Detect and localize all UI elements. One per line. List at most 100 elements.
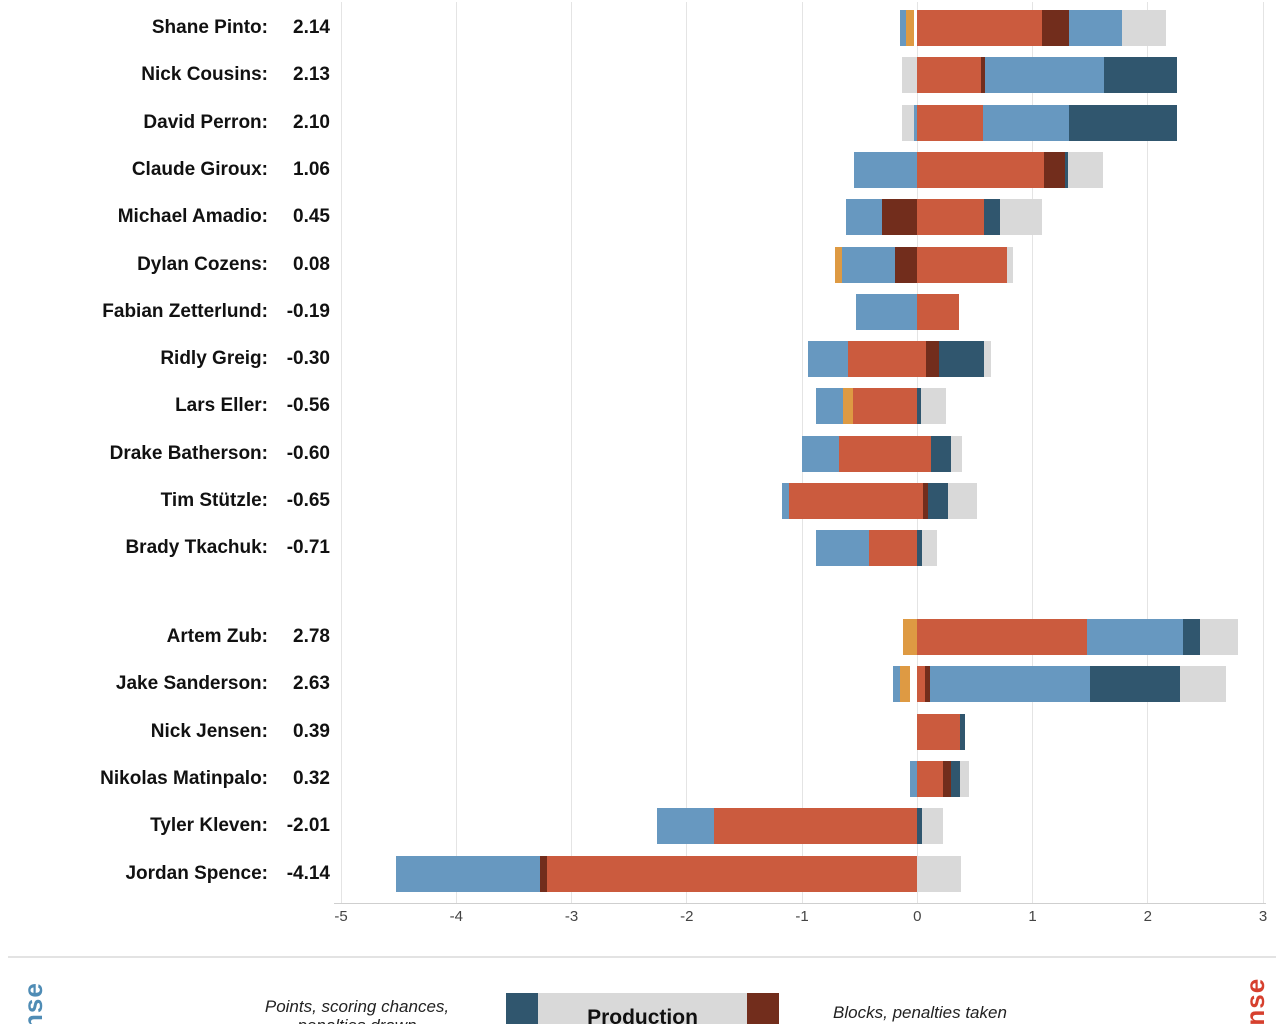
bar-segment-navy [939,341,985,378]
bar-segment-gray [950,435,963,472]
bar-segment-steelblue [845,199,882,236]
bar-segment-navy [917,530,922,567]
production-positive-swatch [506,993,538,1024]
bar-row-nikolas-matinpalo: Nikolas Matinpalo: 0.32 [0,760,1284,797]
bar-segment-orange [903,619,918,655]
bar-segment-salmon [917,57,981,94]
bar-segment-maroon [1044,151,1065,188]
bar-segment-steelblue [899,10,906,46]
bar-segment-navy [1064,151,1069,188]
player-name-label: Dylan Cozens: [137,253,268,275]
bar-segment-steelblue [893,666,900,703]
bar-row-shane-pinto: Shane Pinto: 2.14 [0,10,1284,46]
bar-segment-steelblue [913,104,918,141]
player-name-label: Brady Tkachuk: [125,537,268,559]
player-value-label: 0.45 [293,206,330,228]
bar-segment-steelblue [396,855,541,892]
gridline [1262,2,1264,903]
bar-segment-gray [921,530,937,567]
player-name-label: Ridly Greig: [160,348,268,370]
production-positive-caption-line2: penalties drawn [297,1016,416,1024]
bar-row-tyler-kleven: Tyler Kleven: -2.01 [0,808,1284,845]
player-value-label: 2.63 [293,673,330,695]
production-positive-caption: Points, scoring chances, penalties drawn [230,997,484,1024]
bar-segment-orange [905,10,914,46]
gridline [686,2,688,903]
bar-segment-navy [984,199,1001,236]
bar-segment-steelblue [802,435,839,472]
bar-row-claude-giroux: Claude Giroux: 1.06 [0,151,1284,188]
bar-segment-salmon [917,760,943,797]
bar-segment-salmon [917,713,960,750]
bar-segment-maroon [942,760,951,797]
bar-row-ridly-greig: Ridly Greig: -0.30 [0,341,1284,378]
bar-row-jordan-spence: Jordan Spence: -4.14 [0,855,1284,892]
bar-segment-salmon [917,199,985,236]
bar-segment-navy [1090,666,1181,703]
player-value-label: 0.32 [293,767,330,789]
bar-segment-gray [1180,666,1227,703]
gridline [455,2,457,903]
bar-segment-steelblue [985,57,1104,94]
bar-segment-salmon [917,10,1042,46]
bar-segment-gray [959,760,970,797]
bar-row-nick-jensen: Nick Jensen: 0.39 [0,713,1284,750]
bar-row-nick-cousins: Nick Cousins: 2.13 [0,57,1284,94]
bar-segment-steelblue [910,760,918,797]
bar-row-david-perron: David Perron: 2.10 [0,104,1284,141]
x-tick-label: -5 [334,908,348,925]
bar-segment-steelblue [782,483,790,519]
bar-segment-maroon [895,246,918,283]
x-tick-label: 2 [1143,908,1152,925]
bar-segment-salmon [852,388,918,425]
offense-axis-label: Offense [18,982,49,1024]
player-name-label: Lars Eller: [175,395,268,417]
x-tick-label: -1 [795,908,809,925]
bar-segment-gray [920,388,947,425]
player-name-label: Fabian Zetterlund: [102,300,268,322]
bar-segment-gray [917,855,962,892]
bar-segment-navy [1103,57,1177,94]
bar-segment-maroon [540,855,548,892]
x-tick-label: 3 [1258,908,1268,925]
production-negative-caption: Blocks, penalties taken [833,1003,1007,1022]
bar-segment-gray [948,483,978,519]
bar-segment-steelblue [1069,10,1123,46]
player-name-label: Artem Zub: [166,626,268,647]
bar-segment-gray [902,104,914,141]
x-tick-label: -3 [564,908,579,925]
player-value-label: -0.19 [286,300,330,322]
bar-segment-salmon [917,293,959,330]
bar-segment-maroon [881,199,918,236]
player-value-label: -4.14 [286,862,330,884]
bar-segment-steelblue [856,293,918,330]
bar-segment-gray [1000,199,1042,236]
bar-segment-maroon [925,666,930,703]
bar-segment-maroon [923,483,928,519]
bar-segment-maroon [926,341,940,378]
player-name-label: Nick Jensen: [150,720,268,742]
player-name-label: Jordan Spence: [125,862,268,884]
bar-row-drake-batherson: Drake Batherson: -0.60 [0,435,1284,472]
bar-segment-steelblue [853,151,918,188]
bar-row-dylan-cozens: Dylan Cozens: 0.08 [0,246,1284,283]
player-value-label: -0.56 [286,395,330,417]
bar-segment-salmon [838,435,932,472]
player-name-label: Shane Pinto: [151,17,268,38]
bar-segment-salmon [917,619,1087,655]
player-name-label: Nikolas Matinpalo: [100,767,268,789]
bar-segment-navy [950,760,960,797]
player-name-label: David Perron: [143,111,268,133]
bar-row-fabian-zetterlund: Fabian Zetterlund: -0.19 [0,293,1284,330]
bar-segment-salmon [714,808,918,845]
chart-area: -5 -4 -3 -2 -1 0 1 2 3 Shane Pinto: 2.14 Nick Cousi… [0,2,1284,925]
player-value-label: 2.13 [293,64,330,86]
player-value-label: 2.14 [293,17,330,38]
player-value-label: 2.78 [293,626,330,647]
production-positive-caption-line1: Points, scoring chances, [264,997,450,1016]
bar-row-jake-sanderson: Jake Sanderson: 2.63 [0,666,1284,703]
bar-segment-steelblue [1086,619,1184,655]
bar-segment-gray [902,57,918,94]
bar-segment-gray [921,808,943,845]
